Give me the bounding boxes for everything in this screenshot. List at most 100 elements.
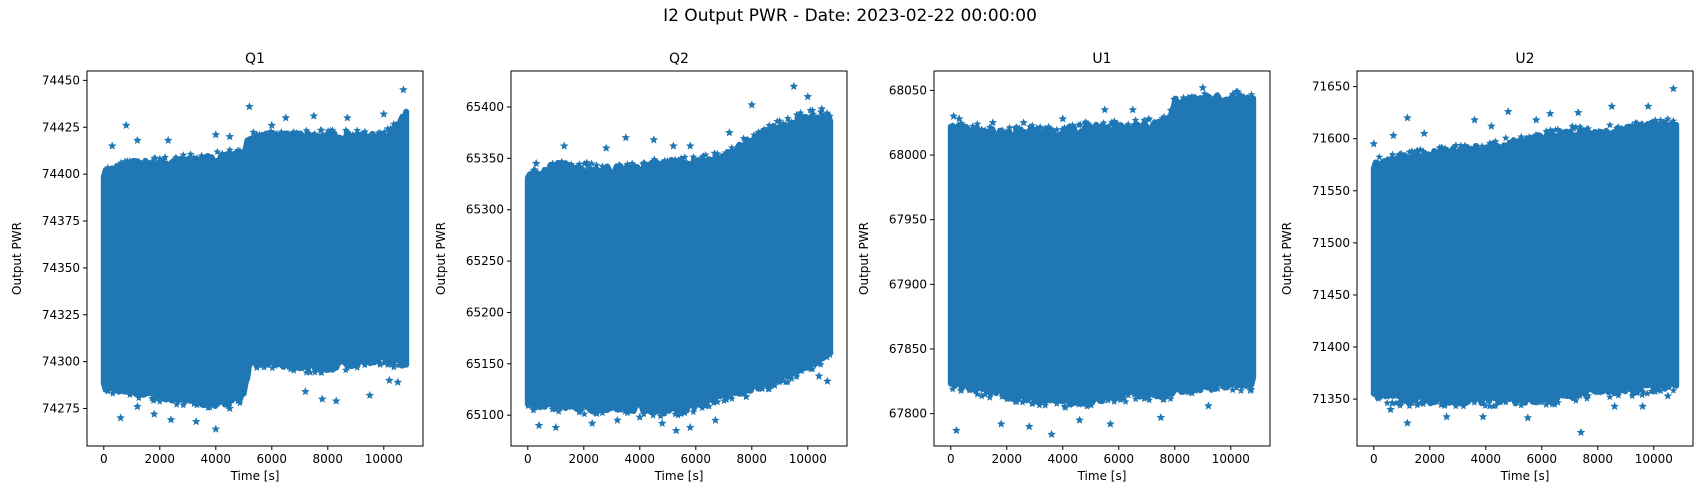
- scatter-point: [656, 160, 665, 168]
- scatter-point: [253, 363, 261, 371]
- scatter-point: [978, 385, 987, 393]
- y-tick-label: 68000: [889, 148, 927, 162]
- scatter-point-band: [1370, 119, 1680, 407]
- scatter-point: [953, 125, 962, 133]
- subplot-title: Q2: [669, 51, 689, 67]
- scatter-point: [1374, 159, 1383, 167]
- scatter-point: [1470, 398, 1479, 406]
- scatter-point: [1044, 396, 1053, 405]
- y-axis-label: Output PWR: [1280, 222, 1294, 295]
- scatter-point: [1545, 395, 1554, 403]
- scatter-point: [591, 165, 599, 173]
- scatter-point: [1199, 94, 1208, 102]
- scatter-point: [289, 128, 298, 136]
- scatter-point: [750, 382, 758, 390]
- scatter-point: [1656, 116, 1665, 124]
- scatter-series: [1369, 84, 1680, 437]
- scatter-point: [331, 396, 341, 405]
- scatter-point: [602, 404, 611, 412]
- x-tick-label: 10000: [1212, 452, 1250, 466]
- scatter-point: [758, 385, 767, 393]
- scatter-point: [661, 408, 669, 416]
- scatter-point: [1510, 138, 1519, 146]
- scatter-point: [1184, 388, 1192, 396]
- scatter-point: [817, 104, 827, 113]
- scatter-point: [1053, 399, 1061, 407]
- scatter-point: [109, 164, 117, 172]
- scatter-point: [163, 135, 173, 144]
- scatter-point: [1026, 393, 1034, 401]
- scatter-point: [1450, 397, 1458, 405]
- scatter-point: [1664, 381, 1672, 389]
- scatter-point: [986, 123, 994, 131]
- scatter-point: [236, 399, 244, 407]
- scatter-point: [1158, 391, 1166, 399]
- scatter-point: [149, 409, 159, 418]
- y-tick-label: 74450: [42, 73, 80, 87]
- scatter-point: [808, 364, 817, 373]
- scatter-point: [954, 114, 964, 123]
- scatter-point: [1240, 92, 1248, 100]
- scatter-point: [1159, 117, 1167, 126]
- scatter-point: [115, 162, 123, 170]
- scatter-point: [1402, 151, 1410, 159]
- scatter-point: [785, 372, 794, 381]
- scatter-point: [361, 127, 369, 135]
- scatter-point: [190, 153, 198, 161]
- scatter-point: [1610, 401, 1619, 411]
- scatter-point: [236, 149, 244, 158]
- scatter-point: [674, 404, 682, 412]
- scatter-point: [1628, 391, 1636, 400]
- scatter-point: [1130, 390, 1138, 398]
- scatter-point: [796, 366, 805, 374]
- scatter-point: [1075, 415, 1084, 424]
- scatter-point: [1145, 115, 1153, 123]
- scatter-point: [311, 129, 319, 138]
- scatter-point: [524, 402, 532, 410]
- scatter-point: [789, 81, 799, 91]
- x-tick-label: 10000: [365, 452, 403, 466]
- scatter-point: [1491, 137, 1500, 145]
- scatter-point: [591, 408, 599, 416]
- scatter-point: [166, 415, 176, 424]
- scatter-point: [720, 396, 728, 404]
- scatter-point: [156, 397, 164, 405]
- scatter-point: [161, 153, 169, 161]
- scatter-point: [1386, 405, 1395, 414]
- scatter-point: [640, 410, 648, 418]
- scatter-point: [635, 412, 645, 421]
- scatter-point: [1517, 132, 1525, 141]
- scatter-point: [826, 112, 834, 120]
- scatter-point: [1110, 117, 1119, 125]
- scatter-point: [1383, 392, 1391, 400]
- scatter-point: [771, 123, 779, 131]
- scatter-point: [656, 412, 665, 420]
- scatter-point: [1464, 397, 1472, 405]
- scatter-point: [534, 170, 543, 178]
- scatter-point: [126, 157, 134, 165]
- scatter-point: [1669, 84, 1678, 93]
- scatter-point: [1403, 113, 1412, 122]
- scatter-point: [1405, 401, 1414, 410]
- scatter-point: [268, 131, 277, 139]
- scatter-point: [1478, 412, 1488, 421]
- scatter-point: [191, 417, 201, 426]
- scatter-point: [1188, 92, 1196, 100]
- scatter-point: [385, 375, 394, 384]
- scatter-point: [713, 149, 722, 157]
- x-tick-label: 0: [947, 452, 955, 466]
- scatter-point-band: [947, 92, 1257, 407]
- scatter-point: [1200, 89, 1209, 98]
- scatter-point: [796, 108, 805, 117]
- scatter-point: [750, 131, 758, 139]
- scatter-point: [1204, 401, 1213, 410]
- scatter-point: [1130, 121, 1138, 129]
- scatter-point: [129, 389, 138, 397]
- subplot-title: Q1: [245, 51, 265, 67]
- scatter-point: [663, 157, 672, 165]
- scatter-point: [601, 143, 611, 152]
- scatter-point: [1584, 124, 1592, 132]
- scatter-point: [744, 383, 753, 392]
- scatter-point: [311, 368, 319, 376]
- scatter-point: [1074, 120, 1083, 129]
